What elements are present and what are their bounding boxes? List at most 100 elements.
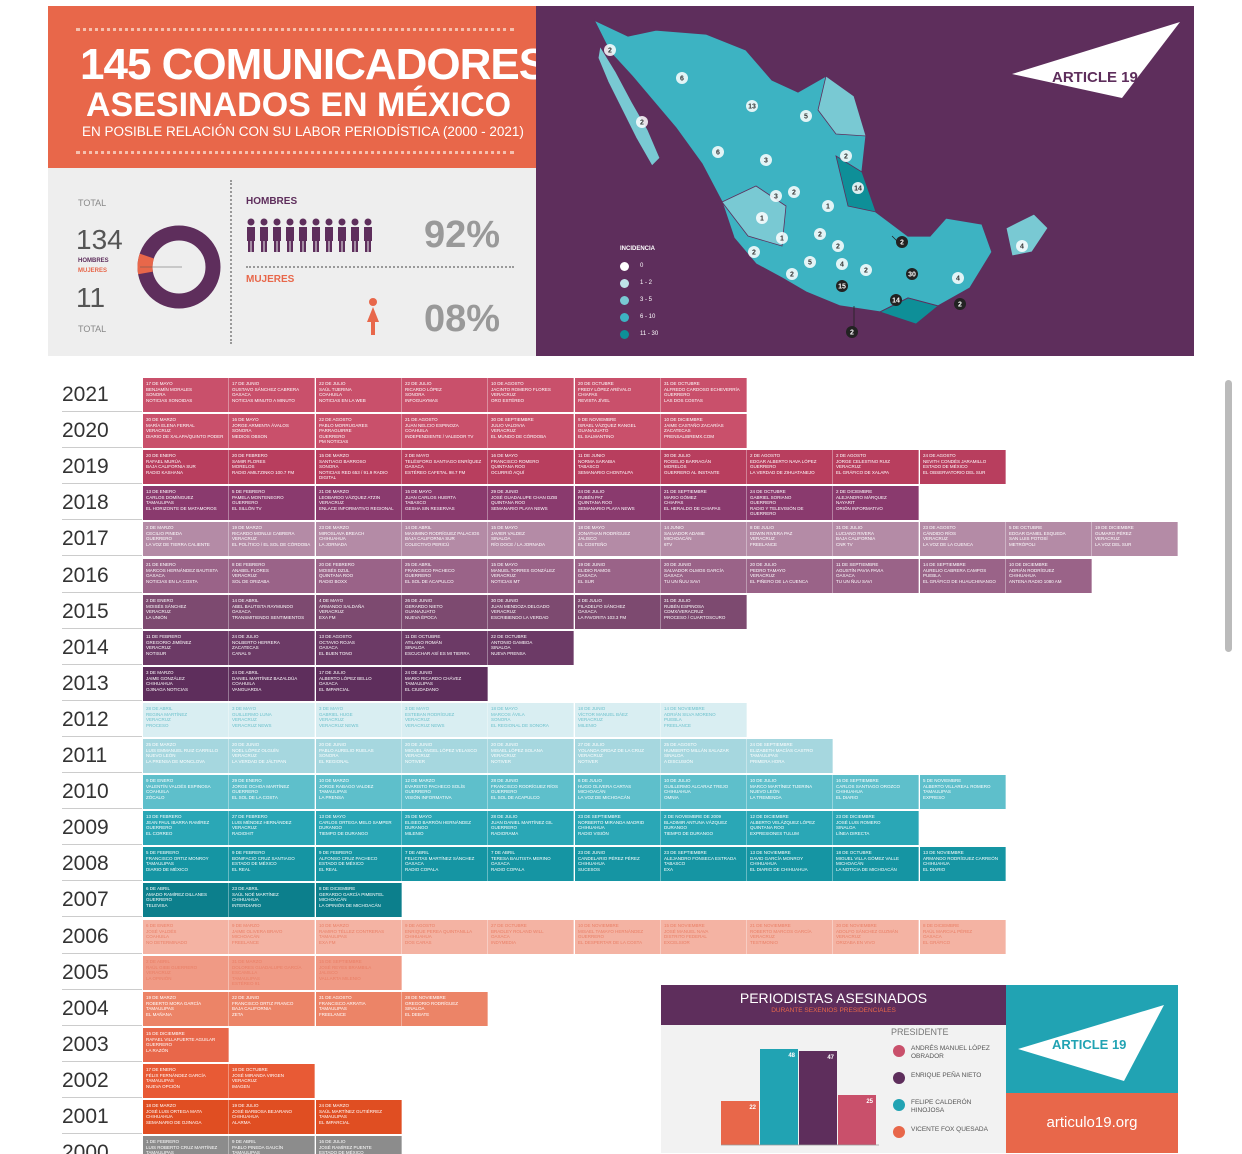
journalist-cell: 19 DE JUNIO ELIDIO RAMOS OAXACA EL SUR: [575, 559, 661, 593]
man-figure-icon: [325, 218, 333, 252]
state-marker: [890, 294, 902, 306]
journalist-cell: 24 DE SEPTIEMBRE ELIZABETH MACÍAS CASTRO…: [747, 739, 833, 773]
scrollbar[interactable]: [1225, 380, 1232, 652]
state-marker: [896, 236, 908, 248]
journalist-cell: 9 DE NOVIEMBRE ISRAEL VÁZQUEZ RANGEL GUA…: [575, 414, 661, 448]
state-count-label: 1: [760, 216, 764, 223]
journalist-cell: 24 DE JULIO NOLBERTO HERRERA ZACATECAS C…: [229, 631, 315, 665]
journalist-cell: 22 DE JULIO SAÚL TIJERINA COAHUILA NOTIC…: [316, 378, 402, 412]
journalist-info: 13 DE NOVIEMBRE DAVID GARCÍA MONROY CHIH…: [750, 850, 808, 872]
journalist-info: 13 DE FEBRERO JEAN PAUL IBARRA RAMÍREZ G…: [146, 814, 210, 836]
legend-label: 0: [640, 263, 644, 269]
journalist-cell: 15 DE MAYO JAVIER VALDEZ SINALOA RÍO DOC…: [488, 522, 574, 556]
journalist-info: 18 DE OCTUBRE JOSÉ MIRANDA VIRGEN VERACR…: [232, 1067, 285, 1089]
year-label: 2019: [62, 450, 142, 484]
sexenio-bar-label: 25: [866, 1099, 873, 1105]
journalist-info: 7 DE ABRIL TERESA BAUTISTA MERINO OAXACA…: [491, 850, 551, 872]
women-small-label: MUJERES: [78, 268, 108, 274]
journalist-info: 10 DE JULIO MARCO MARTÍNEZ TIJERINA NUEV…: [750, 778, 813, 800]
journalist-cell: 9 DE ABRIL PABLO PINEDA GAUCÍN TAMAULIPA…: [229, 1136, 315, 1154]
state-count-label: 2: [900, 240, 904, 247]
journalist-info: 21 DE NOVIEMBRE ROBERTO MARCOS GARCÍA VE…: [750, 923, 812, 945]
journalist-cell: 29 DE ENERO JORGE OCHOA MARTÍNEZ GUERRER…: [229, 775, 315, 809]
journalist-cell: 18 DE OCTUBRE MIGUEL VILLA GÓMEZ VALLE M…: [833, 847, 919, 881]
journalist-cell: 31 DE AGOSTO FRANCISCO ARRATIA TAMAULIPA…: [316, 992, 402, 1026]
sexenio-bar-label: 47: [827, 1055, 834, 1061]
journalist-cell: 23 DE ABRIL SAÚL NOÉ MARTÍNEZ CHIHUAHUA …: [229, 883, 315, 917]
journalist-cell: 17 DE JUNIO GUSTAVO SÁNCHEZ CABRERA OAXA…: [229, 378, 315, 412]
journalist-cell: 23 DE SEPTIEMBRE NORBERTO MIRANDA MADRID…: [575, 811, 661, 845]
journalist-cell: 24 DE OCTUBRE GABRIEL SORIANO GUERRERO R…: [747, 486, 833, 520]
journalist-info: 11 DE OCTUBRE ATILANO ROMÁN SINALOA ESCU…: [405, 634, 470, 656]
journalist-info: 24 DE JULIO RUBÉN PAT QUINTANA ROO SEMAN…: [578, 489, 635, 511]
men-percent: 92%: [424, 214, 501, 256]
article19-url-link[interactable]: articulo19.org: [1006, 1093, 1178, 1153]
state-count-label: 5: [804, 114, 808, 121]
journalist-info: 21 DE AGOSTO JUAN NELCIO ESPINOZA COAHUI…: [405, 417, 474, 439]
journalist-cell: 17 DE ENERO FÉLIX FERNÁNDEZ GARCÍA TAMAU…: [143, 1064, 229, 1098]
journalist-cell: 18 DE MAYO JONATHAN RODRÍGUEZ JALISCO EL…: [575, 522, 661, 556]
state-count-label: 3: [774, 194, 778, 201]
journalist-info: 12 DE DICIEMBRE ALBERTO VELÁZQUEZ LÓPEZ …: [750, 814, 815, 836]
title-line2: ASESINADOS EN MÉXICO: [86, 86, 512, 124]
journalist-cell: 30 DE NOVIEMBRE ADOLFO SÁNCHEZ GUZMÁN VE…: [833, 920, 919, 954]
year-label: 2003: [62, 1028, 142, 1062]
journalist-info: 8 DE JULIO EDWIN RIVERA PAZ VERACRUZ FRE…: [750, 525, 793, 547]
journalist-info: 14 DE ABRIL MAXIMINO RODRÍGUEZ PALACIOS …: [405, 525, 480, 547]
journalist-info: 31 DE JULIO LUCIANO RIVERA BAJA CALIFORN…: [836, 525, 876, 547]
journalist-info: 30 DE JUNIO JUAN MENDOZA DELGADO VERACRU…: [491, 598, 550, 620]
journalist-cell: 5 DE OCTUBRE EDGAR DANIEL ESQUEDA SAN LU…: [1006, 522, 1092, 556]
journalist-info: 10 DE NOVIEMBRE MISAEL TAMAYO HERNÁNDEZ …: [578, 923, 644, 945]
journalist-cell: 13 DE ENERO CARLOS DOMÍNGUEZ TAMAULIPAS …: [143, 486, 229, 520]
journalist-cell: 2 DE MARZO CECILIO PINEDA GUERRERO LA VO…: [143, 522, 229, 556]
journalist-cell: 24 DE JUNIO MARIO RICARDO CHÁVEZ TAMAULI…: [402, 667, 488, 701]
legend-title: INCIDENCIA: [620, 246, 656, 252]
year-label: 2011: [62, 739, 142, 773]
journalist-cell: 16 DE JULIO JOSÉ RAMÍREZ PUENTE ESTADO D…: [316, 1136, 402, 1154]
dotted-divider: [76, 28, 514, 31]
journalist-cell: 25 DE MARZO LUIS EMMANUEL RUIZ CARRILLO …: [143, 739, 229, 773]
journalist-info: 20 DE JUNIO SALVADOR OLMOS GARCÍA OAXACA…: [664, 562, 724, 584]
president-swatch: [893, 1072, 905, 1084]
journalist-info: 23 DE MARZO MIROSLAVA BREACH CHIHUAHUA L…: [319, 525, 365, 547]
journalist-cell: 20 DE FEBRERO MOISÉS DZUL QUINTANA ROO R…: [316, 559, 402, 593]
state-marker: [814, 228, 826, 240]
journalist-info: 3 DE MAYO ESTEBAN RODRÍGUEZ VERACRUZ VER…: [405, 706, 455, 728]
journalist-info: 22 DE JUNIO FRANCISCO ORTIZ FRANCO BAJA …: [232, 995, 294, 1017]
mexico-map-panel: 2 6 2 13 5 6 3 2 14 3 1 1 2 2 1 2 5 4 2 2 2 4 30 14 15 4 2 2 2 INCID…: [536, 6, 1194, 356]
journalist-cell: 10 DE AGOSTO JACINTO ROMERO FLORES VERAC…: [488, 378, 574, 412]
journalist-cell: 16 DE SEPTIEMBRE CARLOS SANTIAGO ORozco …: [833, 775, 919, 809]
state-marker: [786, 268, 798, 280]
journalist-info: 10 DE JULIO GUILLERMO ALCARAZ TREJO CHIH…: [664, 778, 729, 800]
journalist-cell: 2 DE ENERO MOISÉS SÁNCHEZ VERACRUZ LA UN…: [143, 595, 229, 629]
journalist-info: 9 DE FEBRERO BONIFACIO CRUZ SANTIAGO EST…: [232, 850, 295, 872]
journalist-cell: 2 DE AGOSTO EDGAR ALBERTO NAVA LÓPEZ GUE…: [747, 450, 833, 484]
state-count-label: 14: [892, 298, 900, 305]
journalist-cell: 27 DE FEBRERO LUIS MÉNDEZ HERNÁNDEZ VERA…: [229, 811, 315, 845]
journalist-info: 31 DE AGOSTO FRANCISCO ARRATIA TAMAULIPA…: [319, 995, 366, 1017]
president-name: VICENTE FOX QUESADA: [911, 1126, 988, 1133]
journalist-info: 25 DE MARZO LUIS EMMANUEL RUIZ CARRILLO …: [146, 742, 219, 764]
journalist-info: 8 DE DICIEMBRE RAÚL MARCIAL PÉREZ OAXACA…: [923, 923, 973, 945]
journalist-cell: 5 DE NOVIEMBRE ALBERTO VILLAREAL ROMERO …: [920, 775, 1006, 809]
journalist-info: 27 DE OCTUBRE BRADLEY ROLAND WILL OAXACA…: [491, 923, 544, 945]
journalist-cell: 13 DE MAYO CARLOS ORTEGA MELO SAMPER DUR…: [316, 811, 402, 845]
journalist-info: 30 DE JULIO ROGELIO BARRAGÁN MORELOS GUE…: [664, 453, 720, 475]
year-label: 2004: [62, 992, 142, 1026]
journalist-info: 20 DE FEBRERO MOISÉS DZUL QUINTANA ROO R…: [319, 562, 355, 584]
journalist-info: 13 DE ENERO CARLOS DOMÍNGUEZ TAMAULIPAS …: [146, 489, 217, 511]
journalist-cell: 23 DE AGOSTO CÁNDIDO RÍOS VERACRUZ LA VO…: [920, 522, 1006, 556]
journalist-info: 23 DE SEPTIEMBRE NORBERTO MIRANDA MADRID…: [578, 814, 645, 836]
total-label-bottom: TOTAL: [78, 324, 107, 334]
journalist-cell: 21 DE SEPTIEMBRE MARIO GÓMEZ CHIAPAS EL …: [661, 486, 747, 520]
state-count-label: 15: [838, 284, 846, 291]
journalist-cell: 11 DE JUNIO NORMA SARABIA TABASCO SEMANA…: [575, 450, 661, 484]
journalist-info: 18 DE MARZO JOSÉ LUIS ORTEGA MATA CHIHUA…: [146, 1103, 203, 1125]
journalist-cell: 21 DE MARZO LEOBARDO VÁZQUEZ ATZIN VERAC…: [316, 486, 402, 520]
state-marker: [836, 258, 848, 270]
journalist-info: 28 DE ABRIL REGINA MARTÍNEZ VERACRUZ PRO…: [146, 706, 188, 728]
journalist-cell: 2 DE NOVIEMBRE DE 2009 BLADIMIR ANTUNA V…: [661, 811, 747, 845]
journalist-cell: 14 DE NOVIEMBRE ADRIÁN SILVA MORENO PUEB…: [661, 703, 747, 737]
state-count-label: 14: [854, 186, 862, 193]
journalist-cell: 24 DE ABRIL DANIEL MARTÍNEZ BAZALDÚA COA…: [229, 667, 315, 701]
